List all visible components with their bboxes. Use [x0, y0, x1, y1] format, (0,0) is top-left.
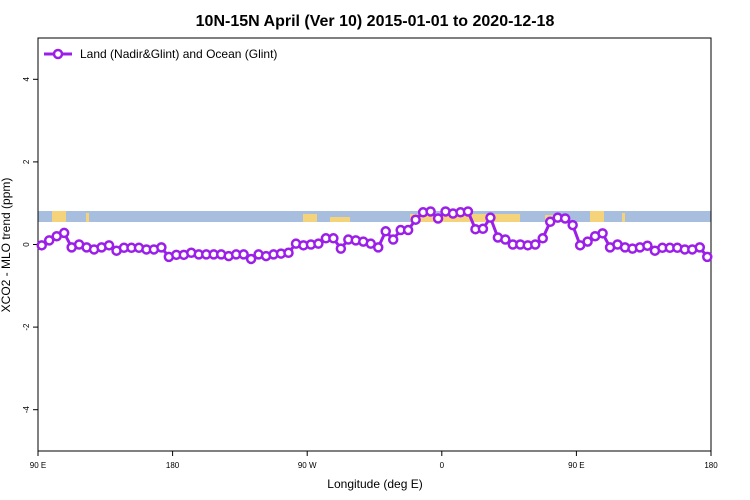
- point: [245, 253, 257, 265]
- y-tick-label: 2: [22, 159, 31, 164]
- point: [432, 213, 444, 224]
- point: [283, 247, 294, 259]
- point: [380, 226, 391, 237]
- x-axis-label: Longitude (deg E): [327, 477, 422, 491]
- y-tick-label: 0: [22, 242, 31, 247]
- point: [544, 216, 556, 228]
- y-axis-label: XCO2 - MLO trend (ppm): [0, 178, 13, 313]
- point: [425, 206, 436, 217]
- y-tick-label: -2: [22, 323, 31, 331]
- y-tick-label: 4: [22, 77, 31, 82]
- point: [238, 249, 249, 260]
- point: [372, 242, 384, 253]
- point: [694, 242, 706, 253]
- point: [313, 238, 324, 249]
- point: [485, 212, 496, 223]
- legend-label: Land (Nadir&Glint) and Ocean (Glint): [80, 47, 277, 61]
- point: [402, 224, 414, 236]
- point: [597, 228, 608, 239]
- point: [58, 227, 70, 239]
- point: [702, 251, 713, 263]
- point: [43, 235, 55, 246]
- point: [156, 242, 167, 253]
- point: [537, 233, 548, 244]
- x-tick-label: 90 E: [30, 461, 46, 470]
- point: [328, 233, 339, 244]
- point: [462, 206, 474, 217]
- chart-title: 10N-15N April (Ver 10) 2015-01-01 to 202…: [196, 13, 555, 30]
- point: [36, 240, 47, 251]
- x-tick-label: 0: [440, 461, 445, 470]
- point: [567, 219, 578, 231]
- x-tick-label: 90 W: [298, 461, 317, 470]
- point: [642, 240, 653, 251]
- point: [559, 213, 571, 224]
- point: [477, 223, 489, 235]
- point: [335, 243, 347, 254]
- point: [530, 239, 541, 250]
- x-tick-label: 90 E: [568, 461, 584, 470]
- point: [500, 234, 511, 245]
- legend-marker: [52, 48, 64, 60]
- map-strip: [38, 211, 711, 222]
- x-tick-label: 180: [166, 461, 180, 470]
- point: [387, 234, 399, 245]
- point: [410, 214, 421, 225]
- point: [582, 236, 593, 247]
- x-tick-label: 180: [704, 461, 718, 470]
- point: [103, 240, 115, 251]
- y-tick-label: -4: [22, 406, 31, 414]
